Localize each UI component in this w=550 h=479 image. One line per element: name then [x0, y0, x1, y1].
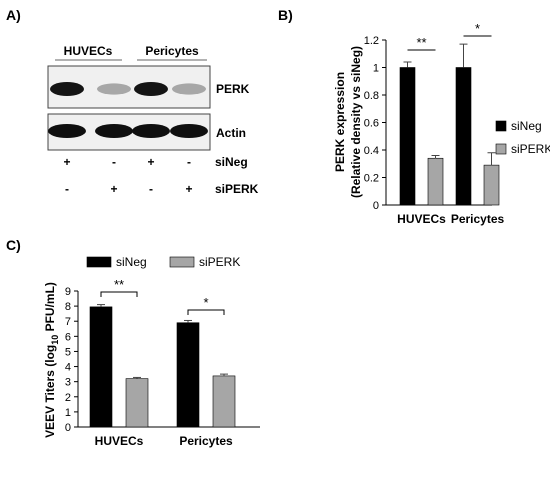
actin-band-1	[48, 124, 86, 138]
panel-label-a: A)	[6, 7, 21, 23]
b-sig-label-huvecs: **	[416, 35, 426, 50]
blot-row-label-actin: Actin	[216, 126, 246, 140]
c-category-huvecs: HUVECs	[95, 434, 144, 448]
b-ytick-label-6: 1.2	[364, 35, 379, 47]
c-bar-pericytes-siperk	[212, 375, 236, 428]
blot-group-label-pericytes: Pericytes	[145, 44, 199, 58]
sineg-sign-2: -	[112, 155, 116, 169]
perk-band-3	[134, 82, 168, 96]
chart-c-categories: HUVECs Pericytes	[95, 434, 233, 448]
actin-bands	[48, 124, 208, 138]
siperk-sign-2: +	[110, 182, 117, 196]
chart-c-legend: siNeg siPERK	[86, 255, 240, 269]
c-category-pericytes: Pericytes	[179, 434, 233, 448]
c-sig-bracket-pericytes	[187, 309, 225, 315]
perk-band-1	[50, 82, 84, 96]
b-category-pericytes: Pericytes	[451, 212, 505, 226]
western-blot: HUVECs Pericytes PERK Actin + - + - siNe…	[47, 44, 259, 196]
panel-label-b: B)	[278, 7, 293, 23]
c-bar-huvecs-siperk	[125, 378, 149, 428]
siperk-sign-3: -	[149, 182, 153, 196]
chart-b-legend: siNeg siPERK	[495, 119, 550, 156]
sineg-row-label: siNeg	[215, 155, 248, 169]
c-sig-label-pericytes: *	[203, 295, 208, 310]
chart-b-bars	[399, 43, 500, 206]
chart-b-categories: HUVECs Pericytes	[397, 212, 504, 226]
b-bar-pericytes-siperk	[483, 164, 500, 206]
actin-band-3	[132, 124, 170, 138]
chart-c-ticks: 0 1 2 3 4 5 6 7 8 9	[65, 286, 78, 434]
c-bar-pericytes-sineg	[176, 322, 200, 428]
chart-c-significance: ***	[100, 277, 225, 315]
c-ytick-label-1: 1	[65, 407, 71, 419]
sineg-sign-1: +	[63, 155, 70, 169]
perk-band-4	[172, 83, 206, 95]
c-ytick-label-5: 5	[65, 346, 71, 358]
c-sig-bracket-huvecs	[100, 291, 138, 297]
blot-group-label-huvecs: HUVECs	[64, 44, 113, 58]
b-bar-huvecs-sineg	[399, 67, 416, 206]
c-ytick-label-6: 6	[65, 331, 71, 343]
b-legend-swatch-sineg	[495, 120, 507, 132]
b-ytick-label-1: 0.2	[364, 173, 379, 185]
b-bar-huvecs-siperk	[427, 157, 444, 206]
b-ytick-label-4: 0.8	[364, 90, 379, 102]
c-legend-swatch-siperk	[169, 256, 195, 268]
panel-label-c: C)	[6, 237, 21, 253]
c-ytick-label-4: 4	[65, 362, 71, 374]
b-legend-label-sineg: siNeg	[511, 119, 542, 133]
chart-c-bars	[89, 304, 236, 428]
chart-c-y-label-pre: VEEV Titers (log	[43, 345, 57, 438]
chart-b-y-label-line1: PERK expression	[333, 72, 347, 172]
b-bar-pericytes-sineg	[455, 67, 472, 206]
b-legend-label-siperk: siPERK	[511, 142, 550, 156]
b-sig-label-pericytes: *	[475, 21, 480, 36]
siperk-sign-4: +	[185, 182, 192, 196]
sineg-sign-3: +	[147, 155, 154, 169]
chart-b-y-label-line2: (Relative density vs siNeg)	[349, 46, 363, 198]
sineg-sign-4: -	[187, 155, 191, 169]
perk-band-2	[97, 83, 131, 95]
c-bar-huvecs-sineg	[89, 306, 113, 428]
blot-row-label-perk: PERK	[216, 82, 250, 96]
actin-band-2	[95, 124, 133, 138]
c-legend-swatch-sineg	[86, 256, 112, 268]
b-ytick-label-0: 0	[373, 200, 379, 212]
siperk-sign-1: -	[65, 182, 69, 196]
b-ytick-label-3: 0.6	[364, 118, 379, 130]
c-ytick-label-8: 8	[65, 301, 71, 313]
c-ytick-label-9: 9	[65, 286, 71, 298]
chart-c-y-label-post: PFU/mL)	[43, 282, 57, 335]
c-sig-label-huvecs: **	[114, 277, 124, 292]
chart-b-significance: ***	[407, 21, 492, 51]
b-ytick-label-2: 0.4	[364, 145, 379, 157]
siperk-row-label: siPERK	[215, 182, 259, 196]
chart-b: 00.20.40.60.811.2 *** HUVECs Pericytes PE…	[333, 21, 550, 226]
b-ytick-label-5: 1	[373, 63, 379, 75]
chart-c-y-label-sub: 10	[50, 335, 60, 345]
perk-bands	[50, 82, 206, 96]
b-category-huvecs: HUVECs	[397, 212, 446, 226]
chart-c-y-label: VEEV Titers (log10 PFU/mL)	[43, 282, 60, 438]
actin-band-4	[170, 124, 208, 138]
c-ytick-label-2: 2	[65, 392, 71, 404]
b-legend-swatch-siperk	[495, 143, 507, 155]
c-ytick-label-0: 0	[65, 422, 71, 434]
c-ytick-label-3: 3	[65, 377, 71, 389]
c-ytick-label-7: 7	[65, 316, 71, 328]
c-legend-label-siperk: siPERK	[199, 255, 240, 269]
c-legend-label-sineg: siNeg	[116, 255, 147, 269]
chart-b-ticks: 0 0.2 0.4 0.6 0.8 1 1.2	[364, 35, 386, 212]
